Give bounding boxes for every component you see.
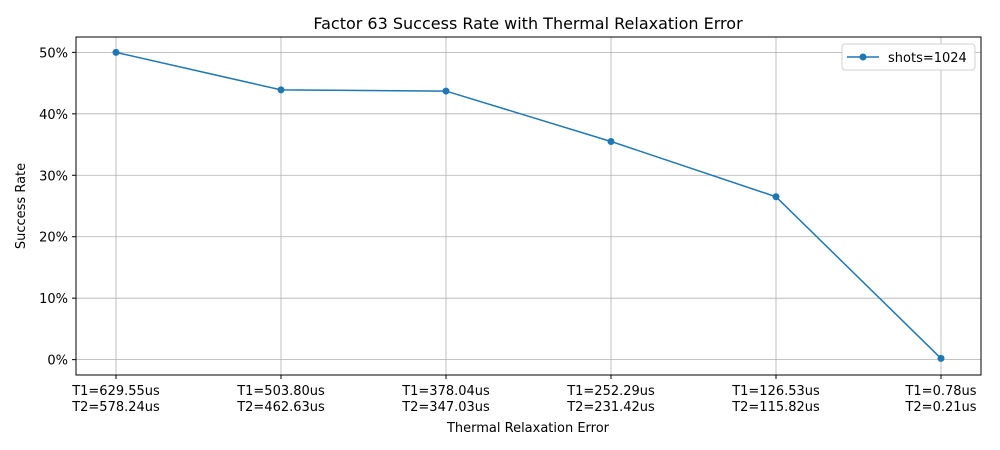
series-line: [115, 51, 942, 359]
y-tick-label: 50%: [39, 46, 68, 61]
y-tick-label: 10%: [39, 292, 68, 307]
y-tick-label: 20%: [39, 231, 68, 246]
y-tick-label: 40%: [39, 108, 68, 123]
data-point: [772, 193, 780, 201]
x-axis: T1=629.55us T2=578.24us T1=503.80us T2=462.…: [71, 375, 977, 415]
x-axis-label: Thermal Relaxation Error: [446, 421, 610, 436]
data-point: [442, 87, 450, 95]
legend: shots=1024: [841, 43, 976, 71]
grid: [76, 37, 981, 375]
data-point: [607, 137, 615, 145]
legend-marker: [859, 53, 867, 61]
x-tick-label: T1=0.78us T2=0.21us: [904, 384, 976, 415]
data-point: [937, 354, 945, 362]
legend-entry-label: shots=1024: [888, 51, 967, 66]
x-tick-label: T1=126.53us T2=115.82us: [731, 384, 820, 415]
legend-box: [841, 43, 976, 71]
y-axis-label: Success Rate: [14, 163, 29, 249]
x-tick-label: T1=629.55us T2=578.24us: [71, 384, 160, 415]
x-tick-label: T1=252.29us T2=231.42us: [566, 384, 655, 415]
x-tick-label: T1=503.80us T2=462.63us: [236, 384, 325, 415]
x-tick-label: T1=378.04us T2=347.03us: [401, 384, 490, 415]
plot-area-frame: [75, 36, 982, 376]
data-point: [277, 86, 285, 94]
y-axis: 0% 10% 20% 30% 40% 50%: [39, 46, 76, 369]
y-tick-label: 0%: [47, 354, 68, 369]
data-point: [112, 48, 120, 56]
y-tick-label: 30%: [39, 169, 68, 184]
series-group: [112, 48, 945, 362]
chart-title: Factor 63 Success Rate with Thermal Rela…: [313, 14, 743, 33]
